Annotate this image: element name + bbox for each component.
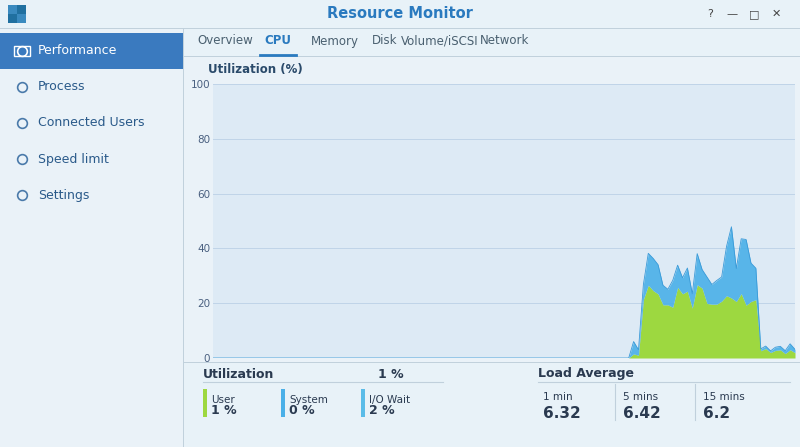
Text: Network: Network — [480, 34, 530, 47]
Text: 0 %: 0 % — [289, 405, 314, 417]
Bar — [8, 5, 26, 23]
Text: ✕: ✕ — [771, 9, 781, 19]
Text: □: □ — [749, 9, 759, 19]
Text: Disk: Disk — [372, 34, 398, 47]
Text: 6.32: 6.32 — [543, 405, 581, 421]
Bar — [183, 56, 800, 447]
Bar — [8, 14, 17, 23]
Text: Resource Monitor: Resource Monitor — [327, 7, 473, 21]
Text: 6.2: 6.2 — [703, 405, 730, 421]
Bar — [0, 33, 183, 69]
Text: —: — — [726, 9, 738, 19]
Text: 6.42: 6.42 — [623, 405, 661, 421]
Text: Overview: Overview — [197, 34, 253, 47]
Text: 1 %: 1 % — [378, 367, 404, 380]
Bar — [0, 28, 183, 447]
Bar — [361, 389, 365, 417]
Bar — [281, 389, 285, 417]
Text: Utilization: Utilization — [203, 367, 274, 380]
Text: I/O Wait: I/O Wait — [369, 395, 410, 405]
Text: Performance: Performance — [38, 45, 118, 58]
Text: System: System — [289, 395, 328, 405]
Bar — [0, 0, 800, 28]
Text: ?: ? — [707, 9, 713, 19]
Bar — [14, 46, 30, 56]
Text: Connected Users: Connected Users — [38, 117, 145, 130]
Bar — [17, 5, 26, 14]
Bar — [183, 362, 800, 447]
Text: User: User — [211, 395, 234, 405]
Bar — [183, 28, 800, 56]
Text: Process: Process — [38, 80, 86, 93]
Bar — [203, 389, 207, 417]
Text: 5 mins: 5 mins — [623, 392, 658, 402]
Text: Load Average: Load Average — [538, 367, 634, 380]
Text: Volume/iSCSI: Volume/iSCSI — [401, 34, 479, 47]
Text: 2 %: 2 % — [369, 405, 394, 417]
Text: Utilization (%): Utilization (%) — [208, 63, 302, 76]
Text: Settings: Settings — [38, 189, 90, 202]
Text: Speed limit: Speed limit — [38, 152, 109, 165]
Text: 1 min: 1 min — [543, 392, 573, 402]
Text: 1 %: 1 % — [211, 405, 237, 417]
Text: 15 mins: 15 mins — [703, 392, 745, 402]
Text: Memory: Memory — [311, 34, 359, 47]
Text: CPU: CPU — [265, 34, 291, 47]
